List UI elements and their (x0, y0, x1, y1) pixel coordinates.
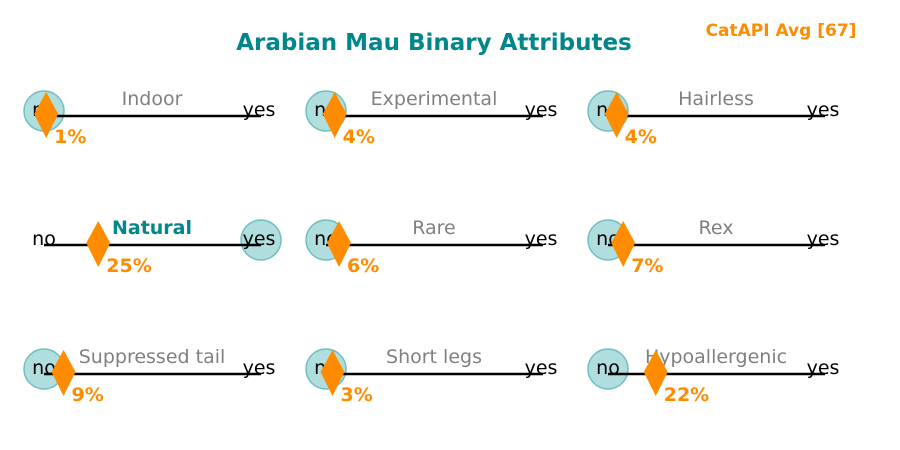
hypoallergenic-value-marker (643, 350, 668, 396)
rare-value-marker (327, 221, 352, 267)
rare-percent-label: 6% (347, 255, 379, 277)
rex-percent-label: 7% (631, 255, 663, 277)
natural-name-label: Natural (112, 217, 192, 239)
hairless-yes-label: yes (807, 99, 840, 121)
indoor-name-label: Indoor (122, 88, 183, 110)
experimental-yes-label: yes (525, 99, 558, 121)
suppressed-tail-name-label: Suppressed tail (79, 346, 226, 368)
hypoallergenic-no-label: no (596, 357, 620, 379)
catapi-average-label: CatAPI Avg [67] (706, 21, 857, 41)
hairless-percent-label: 4% (625, 126, 657, 148)
hairless-name-label: Hairless (678, 88, 754, 110)
indoor-value-marker (34, 92, 59, 138)
natural-vote-circle (240, 219, 282, 261)
rex-yes-label: yes (807, 228, 840, 250)
hypoallergenic-name-label: Hypoallergenic (645, 346, 787, 368)
suppressed-tail-value-marker (51, 350, 76, 396)
experimental-percent-label: 4% (343, 126, 375, 148)
suppressed-tail-percent-label: 9% (72, 384, 104, 406)
hypoallergenic-percent-label: 22% (664, 384, 709, 406)
experimental-value-marker (322, 92, 347, 138)
short-legs-percent-label: 3% (341, 384, 373, 406)
hairless-value-marker (604, 92, 629, 138)
indoor-yes-label: yes (243, 99, 276, 121)
chart-title: Arabian Mau Binary Attributes (236, 30, 632, 56)
hypoallergenic-yes-label: yes (807, 357, 840, 379)
rex-value-marker (611, 221, 636, 267)
rare-name-label: Rare (412, 217, 456, 239)
experimental-name-label: Experimental (371, 88, 498, 110)
short-legs-yes-label: yes (525, 357, 558, 379)
short-legs-value-marker (320, 350, 345, 396)
natural-percent-label: 25% (106, 255, 151, 277)
natural-no-label: no (32, 228, 56, 250)
rare-yes-label: yes (525, 228, 558, 250)
suppressed-tail-no-label: no (32, 357, 56, 379)
attribute-panel-natural: no yes Natural 25% (32, 217, 282, 277)
attribute-panel-hypoallergenic: no yes Hypoallergenic 22% (587, 346, 840, 406)
natural-yes-label: yes (243, 228, 276, 250)
indoor-percent-label: 1% (54, 126, 86, 148)
short-legs-name-label: Short legs (386, 346, 482, 368)
attribute-panel-suppressed-tail: no yes Suppressed tail 9% (23, 346, 276, 406)
rex-name-label: Rex (699, 217, 734, 239)
attribute-panel-indoor: noyesIndoor1% (23, 88, 276, 148)
attribute-panel-hairless: noyesHairless4% (587, 88, 840, 148)
suppressed-tail-yes-label: yes (243, 357, 276, 379)
attribute-panel-experimental: noyesExperimental4% (305, 88, 558, 148)
attribute-panels: no yes Indoor 1% no yes Experimental 4% no yes Hai… (23, 88, 840, 406)
hypoallergenic-vote-circle (587, 348, 629, 390)
natural-value-marker (86, 221, 111, 267)
